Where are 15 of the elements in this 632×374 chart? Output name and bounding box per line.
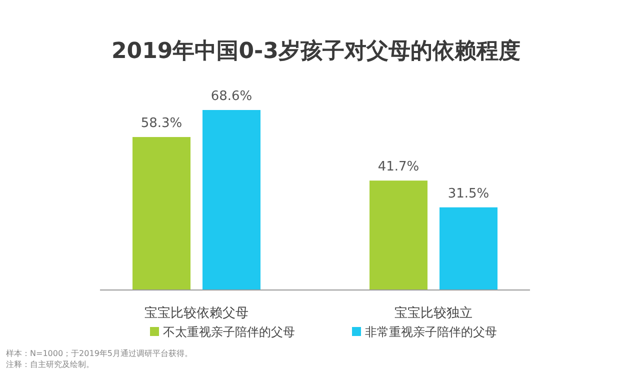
data-label: 31.5% <box>448 186 490 202</box>
data-label: 41.7% <box>378 160 420 175</box>
bar <box>370 180 428 290</box>
data-label: 68.6% <box>210 89 252 104</box>
text: 注释：自主研究及绘制。 <box>6 360 94 369</box>
chart-title: 2019年中国0-3岁孩子对父母的依赖程度 <box>112 38 520 64</box>
legend-label: 非常重视亲子陪伴的父母 <box>365 325 497 339</box>
bar <box>132 137 190 290</box>
text: 样本：N=1000；于2019年5月通过调研平台获得。 <box>6 349 192 358</box>
legend-label: 不太重视亲子陪伴的父母 <box>163 325 295 339</box>
bar <box>202 110 260 290</box>
data-label: 58.3% <box>140 116 182 132</box>
bar <box>440 207 498 290</box>
x-tick-label: 宝宝比较依赖父母 <box>144 305 248 321</box>
x-tick-label: 宝宝比较独立 <box>394 305 472 321</box>
